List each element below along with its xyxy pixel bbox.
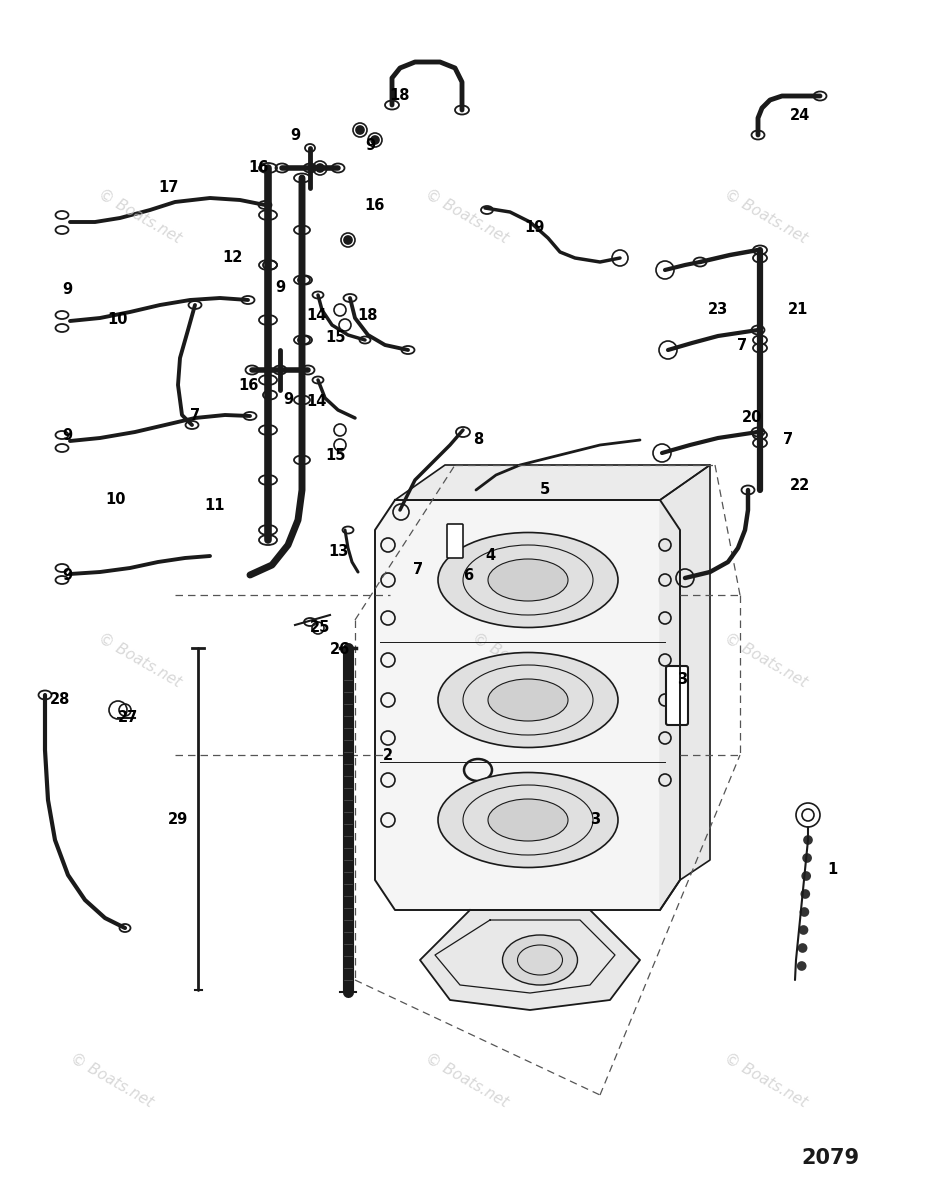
Text: 7: 7 xyxy=(783,432,793,448)
Text: 3: 3 xyxy=(677,672,687,688)
Text: © Boats.net: © Boats.net xyxy=(722,186,810,246)
Text: 9: 9 xyxy=(365,138,375,152)
Text: 8: 8 xyxy=(473,432,483,448)
Circle shape xyxy=(804,836,812,844)
Text: 27: 27 xyxy=(118,710,138,726)
Text: © Boats.net: © Boats.net xyxy=(96,630,184,690)
Text: 18: 18 xyxy=(358,307,378,323)
Text: 14: 14 xyxy=(305,307,326,323)
Text: 7: 7 xyxy=(737,337,747,353)
Text: 19: 19 xyxy=(525,221,545,235)
Polygon shape xyxy=(420,910,640,1010)
Text: 26: 26 xyxy=(330,642,350,658)
Text: © Boats.net: © Boats.net xyxy=(722,1050,810,1110)
Text: 12: 12 xyxy=(221,251,242,265)
Text: 2: 2 xyxy=(383,748,393,762)
Circle shape xyxy=(371,136,379,144)
Circle shape xyxy=(802,872,810,880)
Circle shape xyxy=(800,926,808,934)
Text: 25: 25 xyxy=(310,620,331,636)
Circle shape xyxy=(356,126,364,134)
Text: 9: 9 xyxy=(283,392,293,408)
Ellipse shape xyxy=(438,773,618,868)
Ellipse shape xyxy=(438,653,618,748)
Text: © Boats.net: © Boats.net xyxy=(68,1050,156,1110)
Text: 17: 17 xyxy=(158,180,178,196)
Text: 18: 18 xyxy=(389,88,410,102)
Circle shape xyxy=(316,164,324,172)
Text: © Boats.net: © Boats.net xyxy=(423,186,511,246)
Text: 7: 7 xyxy=(190,408,200,422)
Text: 29: 29 xyxy=(168,812,188,828)
Text: 3: 3 xyxy=(590,812,600,828)
Text: © Boats.net: © Boats.net xyxy=(470,630,558,690)
Polygon shape xyxy=(395,464,710,500)
Polygon shape xyxy=(660,464,710,910)
Text: 23: 23 xyxy=(708,302,729,318)
Circle shape xyxy=(798,962,806,970)
Text: 16: 16 xyxy=(365,198,385,212)
Text: 22: 22 xyxy=(790,478,810,492)
Text: 10: 10 xyxy=(107,312,128,328)
Ellipse shape xyxy=(488,799,568,841)
Text: 9: 9 xyxy=(62,427,72,443)
Text: 4: 4 xyxy=(485,547,495,563)
Text: 6: 6 xyxy=(463,568,473,582)
Text: © Boats.net: © Boats.net xyxy=(423,1050,511,1110)
Circle shape xyxy=(801,890,809,898)
Text: 1: 1 xyxy=(827,863,837,877)
Text: 16: 16 xyxy=(238,378,258,392)
Ellipse shape xyxy=(502,935,577,985)
Text: © Boats.net: © Boats.net xyxy=(722,630,810,690)
Text: © Boats.net: © Boats.net xyxy=(96,186,184,246)
Text: 15: 15 xyxy=(326,448,347,462)
Ellipse shape xyxy=(438,533,618,628)
FancyBboxPatch shape xyxy=(447,524,463,558)
Text: 2079: 2079 xyxy=(801,1148,859,1168)
Text: 20: 20 xyxy=(742,410,762,426)
Polygon shape xyxy=(375,500,680,910)
Circle shape xyxy=(344,236,352,244)
Text: 5: 5 xyxy=(540,482,550,498)
Text: 13: 13 xyxy=(328,545,348,559)
Text: 16: 16 xyxy=(248,161,268,175)
Ellipse shape xyxy=(488,679,568,721)
Text: 11: 11 xyxy=(205,498,225,512)
Text: 9: 9 xyxy=(275,281,285,295)
Text: 9: 9 xyxy=(62,282,72,298)
Text: 14: 14 xyxy=(305,395,326,409)
Circle shape xyxy=(800,908,809,916)
Text: 9: 9 xyxy=(290,127,300,143)
Ellipse shape xyxy=(488,559,568,601)
Text: 24: 24 xyxy=(790,108,810,122)
Text: 15: 15 xyxy=(326,330,347,346)
Text: 28: 28 xyxy=(50,692,70,708)
Circle shape xyxy=(803,854,811,862)
Circle shape xyxy=(799,944,807,952)
FancyBboxPatch shape xyxy=(666,666,688,725)
Text: 9: 9 xyxy=(62,568,72,582)
Text: 7: 7 xyxy=(413,563,423,577)
Text: 21: 21 xyxy=(787,302,808,318)
Text: 10: 10 xyxy=(106,492,126,508)
